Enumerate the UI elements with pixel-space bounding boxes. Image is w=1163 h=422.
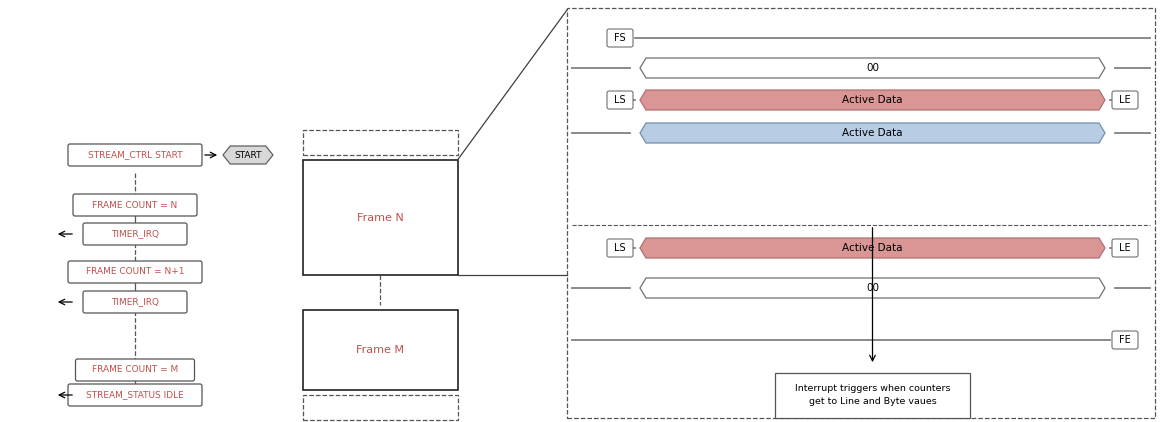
Polygon shape: [223, 146, 273, 164]
FancyBboxPatch shape: [607, 91, 633, 109]
FancyBboxPatch shape: [775, 373, 970, 417]
FancyBboxPatch shape: [67, 384, 202, 406]
Text: START: START: [234, 151, 262, 160]
Text: STREAM_STATUS IDLE: STREAM_STATUS IDLE: [86, 390, 184, 400]
Text: FS: FS: [614, 33, 626, 43]
Text: FRAME COUNT = M: FRAME COUNT = M: [92, 365, 178, 374]
Text: Frame M: Frame M: [356, 345, 404, 355]
Text: LE: LE: [1119, 95, 1130, 105]
Text: Active Data: Active Data: [842, 128, 902, 138]
FancyBboxPatch shape: [1112, 331, 1139, 349]
FancyBboxPatch shape: [73, 194, 197, 216]
Text: Interrupt triggers when counters
get to Line and Byte vaues: Interrupt triggers when counters get to …: [794, 384, 950, 406]
FancyBboxPatch shape: [83, 291, 187, 313]
Text: LS: LS: [614, 95, 626, 105]
Text: FRAME COUNT = N: FRAME COUNT = N: [92, 200, 178, 209]
FancyBboxPatch shape: [302, 130, 457, 155]
FancyBboxPatch shape: [607, 29, 633, 47]
Text: 00: 00: [866, 283, 879, 293]
FancyBboxPatch shape: [76, 359, 194, 381]
Polygon shape: [640, 90, 1105, 110]
Text: Active Data: Active Data: [842, 95, 902, 105]
FancyBboxPatch shape: [568, 8, 1155, 418]
FancyBboxPatch shape: [302, 310, 457, 390]
Text: 00: 00: [866, 63, 879, 73]
Text: TIMER_IRQ: TIMER_IRQ: [110, 230, 159, 238]
Polygon shape: [640, 238, 1105, 258]
FancyBboxPatch shape: [67, 144, 202, 166]
Text: STREAM_CTRL START: STREAM_CTRL START: [87, 151, 183, 160]
Text: LE: LE: [1119, 243, 1130, 253]
FancyBboxPatch shape: [67, 261, 202, 283]
FancyBboxPatch shape: [302, 395, 457, 420]
Text: FE: FE: [1119, 335, 1130, 345]
Text: Frame N: Frame N: [357, 213, 404, 222]
Polygon shape: [640, 123, 1105, 143]
Polygon shape: [640, 58, 1105, 78]
Text: Active Data: Active Data: [842, 243, 902, 253]
FancyBboxPatch shape: [302, 160, 457, 275]
FancyBboxPatch shape: [83, 223, 187, 245]
Text: TIMER_IRQ: TIMER_IRQ: [110, 298, 159, 306]
Polygon shape: [640, 278, 1105, 298]
FancyBboxPatch shape: [1112, 91, 1139, 109]
Text: FRAME COUNT = N+1: FRAME COUNT = N+1: [86, 268, 184, 276]
FancyBboxPatch shape: [1112, 239, 1139, 257]
FancyBboxPatch shape: [607, 239, 633, 257]
Text: LS: LS: [614, 243, 626, 253]
